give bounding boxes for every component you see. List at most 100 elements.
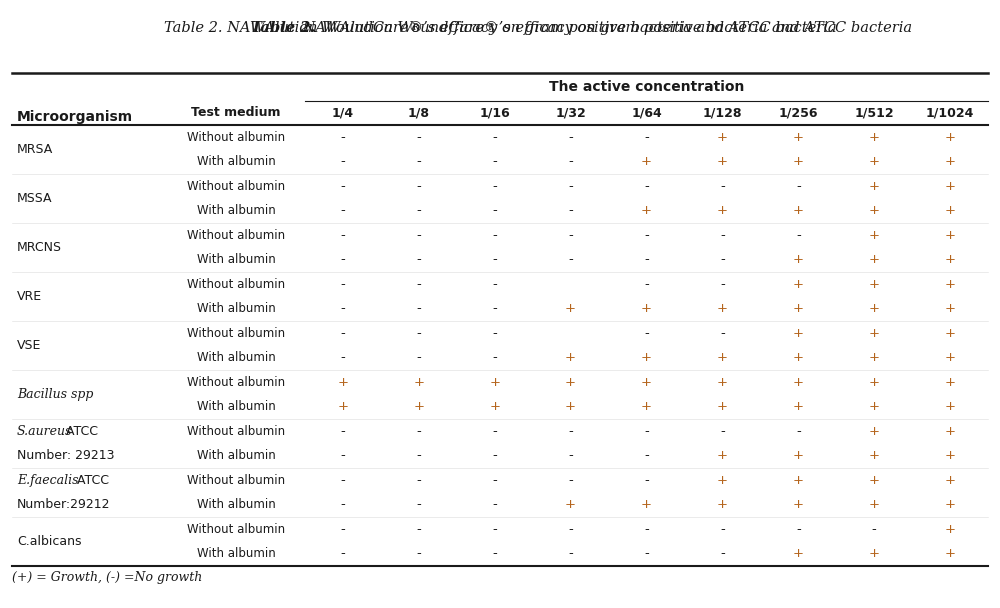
Text: ATCC: ATCC: [62, 425, 98, 438]
Text: +: +: [869, 229, 880, 242]
Text: -: -: [416, 351, 421, 364]
Text: +: +: [945, 131, 956, 143]
Text: +: +: [565, 498, 576, 511]
Text: +: +: [869, 474, 880, 487]
Text: Without albumin: Without albumin: [187, 425, 285, 438]
Text: +: +: [793, 131, 804, 143]
Text: +: +: [565, 302, 576, 316]
Text: -: -: [341, 155, 345, 168]
Text: +: +: [489, 376, 500, 389]
Text: E.faecalis: E.faecalis: [17, 474, 78, 487]
Text: -: -: [644, 547, 649, 560]
Text: +: +: [945, 155, 956, 168]
Text: +: +: [869, 400, 880, 413]
Text: -: -: [416, 326, 421, 340]
Text: Number:29212: Number:29212: [17, 498, 110, 511]
Text: +: +: [793, 351, 804, 364]
Text: +: +: [793, 326, 804, 340]
Text: -: -: [568, 425, 573, 438]
Text: -: -: [341, 474, 345, 487]
Text: -: -: [341, 547, 345, 560]
Text: +: +: [793, 449, 804, 462]
Text: -: -: [492, 498, 497, 511]
Text: +: +: [793, 302, 804, 316]
Text: +: +: [945, 302, 956, 316]
Text: -: -: [568, 449, 573, 462]
Text: -: -: [796, 523, 801, 536]
Text: +: +: [793, 204, 804, 217]
Text: S.aureus: S.aureus: [17, 425, 72, 438]
Text: +: +: [869, 254, 880, 266]
Text: +: +: [793, 474, 804, 487]
Text: +: +: [793, 400, 804, 413]
Text: +: +: [717, 449, 728, 462]
Text: +: +: [717, 351, 728, 364]
Text: +: +: [793, 376, 804, 389]
Text: -: -: [568, 229, 573, 242]
Text: +: +: [717, 131, 728, 143]
Text: +: +: [717, 376, 728, 389]
Text: -: -: [644, 474, 649, 487]
Text: -: -: [341, 449, 345, 462]
Text: -: -: [341, 498, 345, 511]
Text: -: -: [720, 278, 725, 291]
Text: -: -: [796, 180, 801, 193]
Text: -: -: [416, 204, 421, 217]
Text: +: +: [869, 351, 880, 364]
Text: +: +: [489, 400, 500, 413]
Text: +: +: [869, 180, 880, 193]
Text: +: +: [945, 425, 956, 438]
Text: -: -: [492, 229, 497, 242]
Text: +: +: [793, 278, 804, 291]
Text: -: -: [492, 131, 497, 143]
Text: -: -: [341, 351, 345, 364]
Text: +: +: [945, 180, 956, 193]
Text: +: +: [869, 376, 880, 389]
Text: -: -: [720, 425, 725, 438]
Text: -: -: [568, 155, 573, 168]
Text: -: -: [568, 474, 573, 487]
Text: +: +: [945, 547, 956, 560]
Text: -: -: [644, 229, 649, 242]
Text: Without albumin: Without albumin: [187, 523, 285, 536]
Text: +: +: [869, 326, 880, 340]
Text: -: -: [796, 229, 801, 242]
Text: -: -: [568, 204, 573, 217]
Text: 1/64: 1/64: [631, 106, 662, 120]
Text: -: -: [341, 254, 345, 266]
Text: -: -: [492, 155, 497, 168]
Text: +: +: [945, 376, 956, 389]
Text: +: +: [565, 400, 576, 413]
Text: With albumin: With albumin: [197, 351, 275, 364]
Text: -: -: [644, 425, 649, 438]
Text: +: +: [869, 547, 880, 560]
Text: -: -: [492, 351, 497, 364]
Text: Table 2.: Table 2.: [251, 21, 316, 35]
Text: 1/128: 1/128: [703, 106, 742, 120]
Text: -: -: [341, 278, 345, 291]
Text: -: -: [341, 180, 345, 193]
Text: +: +: [945, 449, 956, 462]
Text: -: -: [568, 254, 573, 266]
Text: 1/512: 1/512: [854, 106, 894, 120]
Text: 1/8: 1/8: [408, 106, 430, 120]
Text: +: +: [869, 278, 880, 291]
Text: +: +: [717, 204, 728, 217]
Text: -: -: [492, 302, 497, 316]
Text: +: +: [565, 351, 576, 364]
Text: -: -: [416, 131, 421, 143]
Text: Without albumin: Without albumin: [187, 474, 285, 487]
Text: Table 2. NAWAlution WoundCare®’s efficacy on gram positive bacteria and ATCC bac: Table 2. NAWAlution WoundCare®’s efficac…: [131, 21, 869, 35]
Text: With albumin: With albumin: [197, 400, 275, 413]
Text: 1/256: 1/256: [779, 106, 818, 120]
Text: +: +: [793, 547, 804, 560]
Text: -: -: [416, 474, 421, 487]
Text: +: +: [869, 498, 880, 511]
Text: -: -: [568, 180, 573, 193]
Text: 1/1024: 1/1024: [926, 106, 974, 120]
Text: +: +: [945, 400, 956, 413]
Text: -: -: [720, 523, 725, 536]
Text: -: -: [720, 547, 725, 560]
Text: +: +: [945, 278, 956, 291]
Text: -: -: [492, 547, 497, 560]
